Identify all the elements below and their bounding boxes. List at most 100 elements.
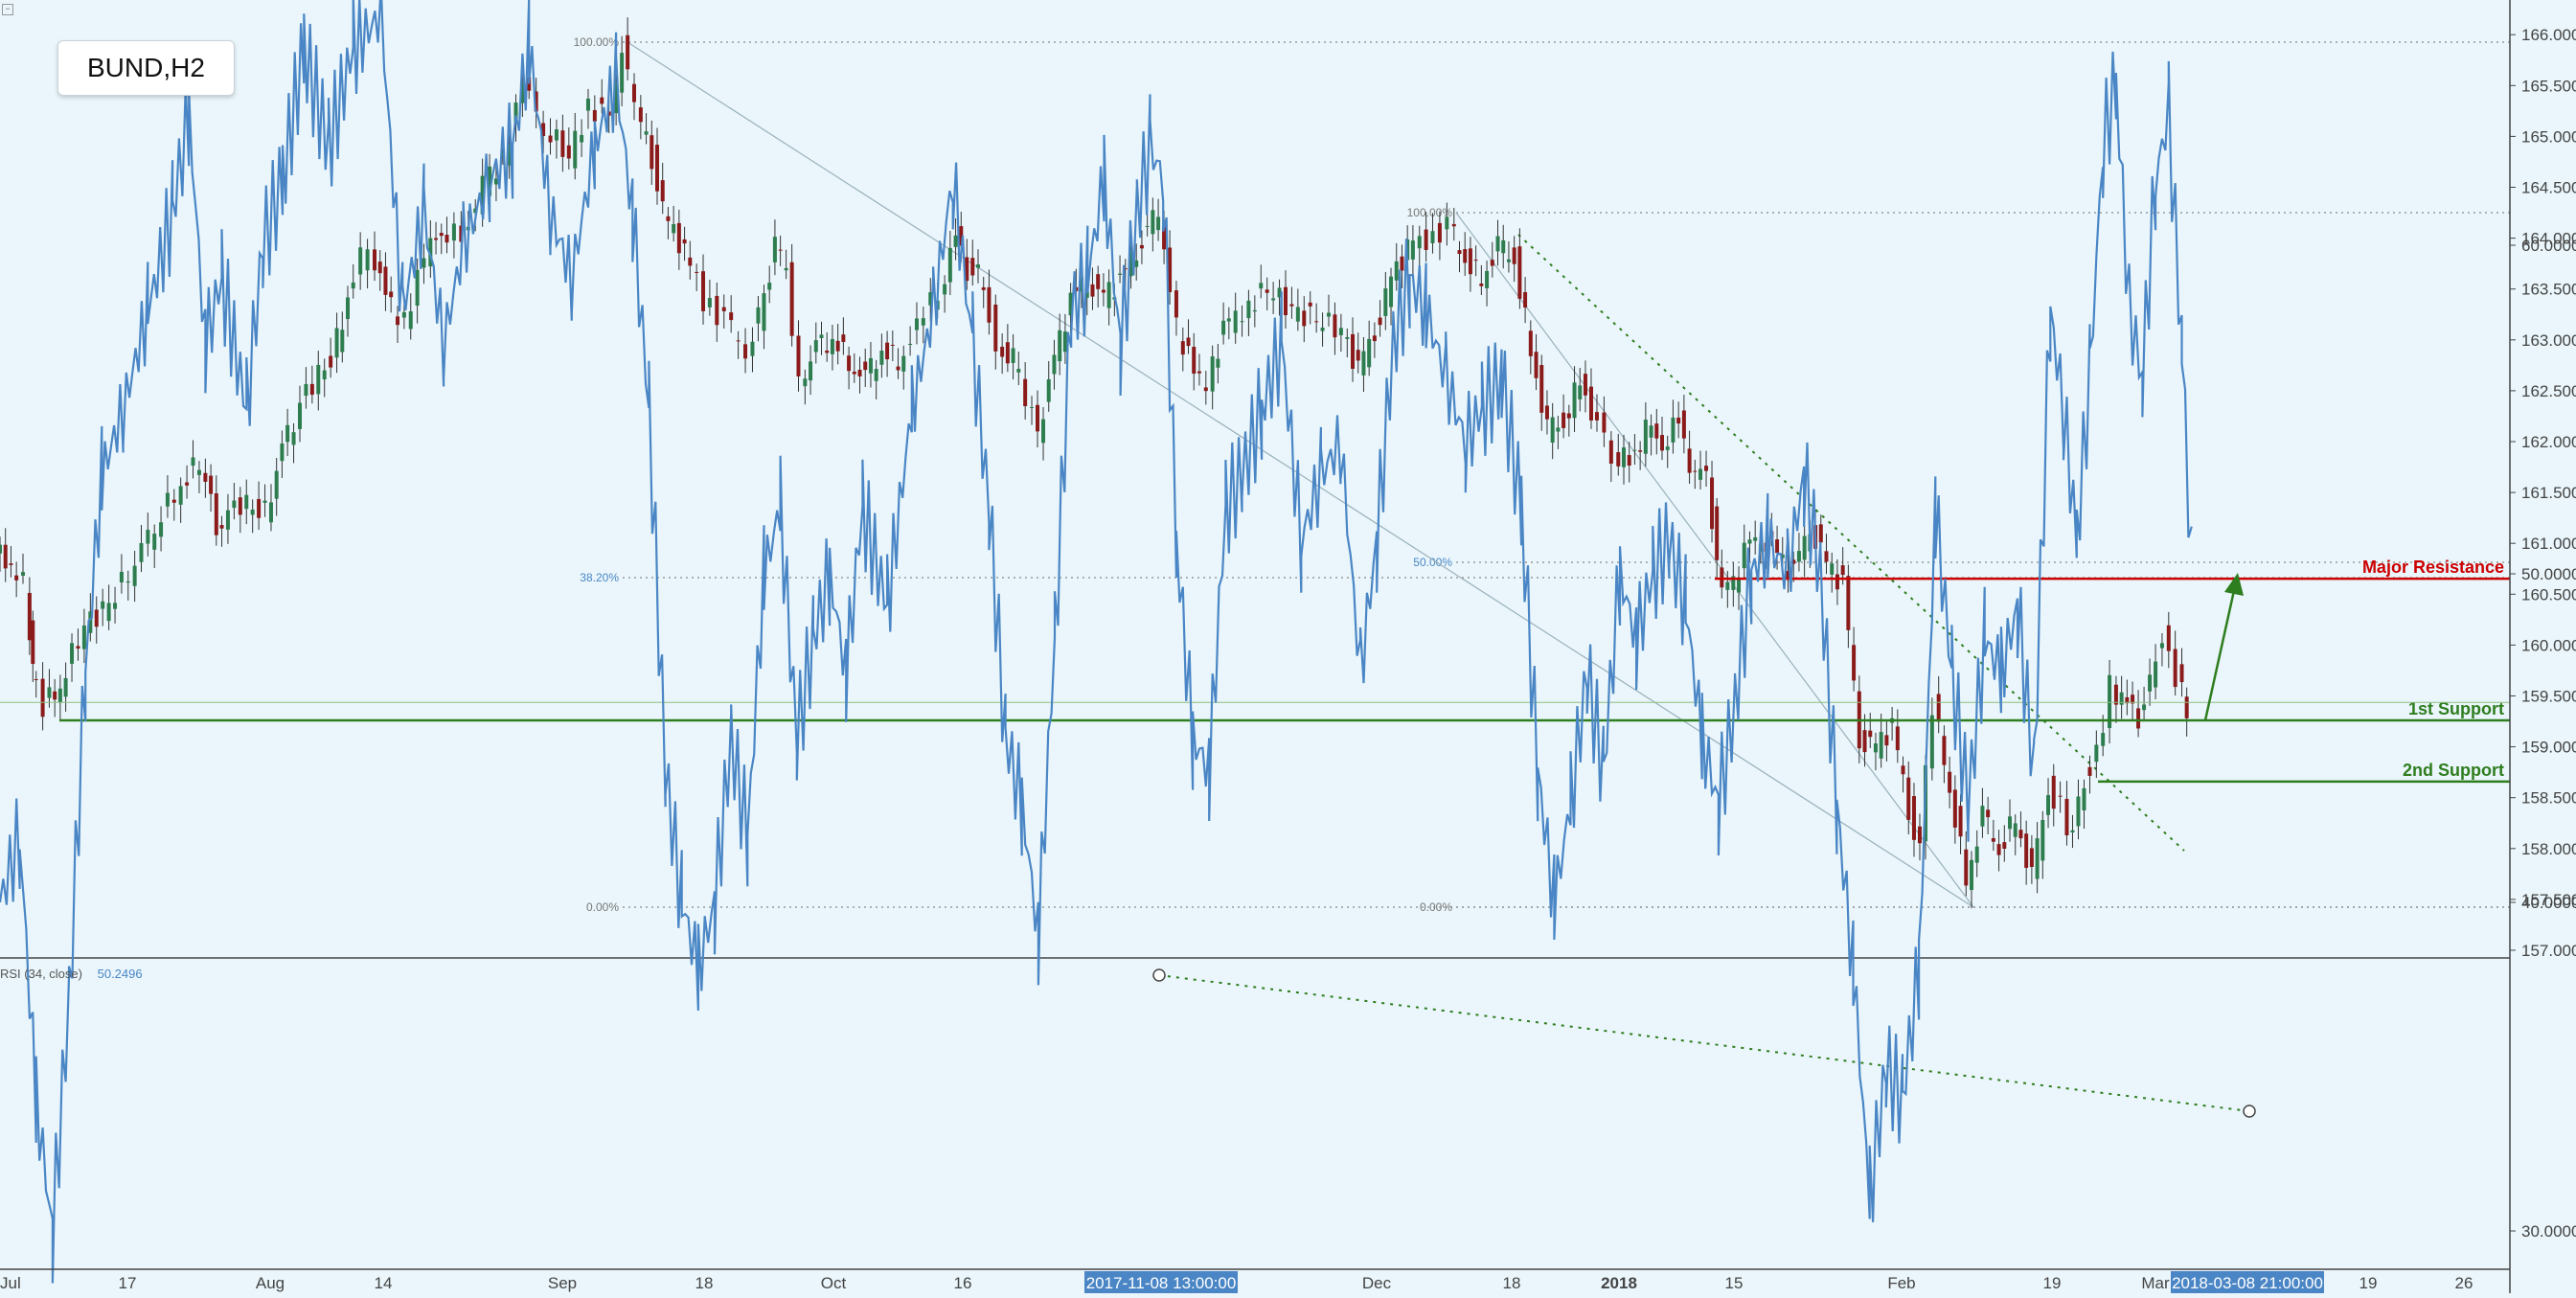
candle-body	[660, 180, 665, 202]
candle-body	[70, 643, 75, 664]
candle-body	[631, 83, 636, 102]
candle-body	[548, 135, 553, 143]
price-axis-bg	[2510, 0, 2576, 1293]
candle-body	[650, 135, 654, 170]
rsi-legend-value: 50.2496	[97, 967, 143, 981]
candle-body	[1868, 730, 1873, 738]
candle-body	[415, 269, 420, 307]
candle-body	[592, 109, 597, 122]
candle-body	[262, 500, 267, 503]
candle-body	[1550, 417, 1555, 443]
candle-body	[1473, 260, 1478, 262]
candle-body	[885, 342, 890, 360]
candle-body	[1367, 338, 1372, 368]
candle-body	[1594, 412, 1599, 421]
time-tick-label: 15	[1725, 1274, 1744, 1292]
candle-body	[682, 239, 687, 244]
candle-body	[1693, 470, 1698, 472]
candle-body	[743, 344, 748, 359]
candle-body	[1742, 542, 1746, 569]
fib-level-label: 38.20%	[580, 571, 619, 584]
symbol-label[interactable]: BUND,H2	[57, 40, 235, 96]
candle-body	[573, 130, 578, 169]
candle-body	[1660, 435, 1665, 451]
candle-body	[244, 494, 249, 510]
fib-level-label: 50.00%	[1413, 556, 1452, 569]
rsi-trend-line	[1158, 974, 2250, 1112]
candle-body	[159, 522, 164, 537]
candle-body	[225, 510, 230, 530]
candle-body	[334, 328, 339, 358]
candle-body	[1005, 342, 1010, 364]
support-resistance-levels: Major Resistance160.6521st Support159.26…	[0, 558, 2576, 792]
candle-body	[1996, 844, 2001, 855]
candle-body	[580, 134, 584, 143]
candle-body	[1361, 351, 1366, 376]
candle-body	[81, 625, 86, 649]
candle-body	[947, 247, 952, 283]
candle-body	[1246, 300, 1251, 319]
candle-body	[1394, 261, 1399, 281]
candle-body	[819, 334, 824, 338]
candle-body	[1796, 551, 1801, 562]
candle-body	[1879, 732, 1883, 759]
collapse-icon[interactable]: −	[2, 4, 13, 15]
price-tick-label: 161.500	[2521, 484, 2576, 502]
candle-body	[1134, 260, 1139, 267]
candle-body	[1430, 231, 1435, 243]
time-highlight-label: 2017-11-08 13:00:00	[1086, 1274, 1237, 1292]
candle-body	[534, 91, 538, 112]
candle-body	[2166, 625, 2171, 651]
candle-body	[2013, 823, 2017, 837]
candle-body	[1643, 420, 1648, 454]
candle-body	[1277, 287, 1282, 298]
candle-body	[191, 457, 195, 467]
candle-body	[1970, 859, 1973, 891]
candle-body	[1566, 413, 1571, 419]
candle-body	[2070, 830, 2075, 833]
candle-body	[1895, 726, 1900, 751]
candle-body	[1016, 369, 1021, 373]
candle-body	[1952, 789, 1957, 828]
candle-body	[500, 151, 505, 157]
candle-body	[439, 233, 444, 237]
candle-body	[1410, 240, 1415, 260]
candle-body	[2076, 796, 2081, 827]
candle-body	[2113, 684, 2118, 705]
candle-body	[2029, 848, 2034, 868]
candle-body	[106, 603, 111, 622]
candle-body	[196, 469, 201, 475]
candle-body	[346, 297, 351, 320]
candle-body	[1180, 341, 1185, 355]
candle-body	[31, 620, 35, 665]
candle-body	[1265, 289, 1269, 293]
candle-body	[329, 355, 333, 368]
candle-body	[560, 130, 565, 157]
candle-body	[1731, 576, 1736, 590]
candle-body	[2159, 643, 2164, 649]
candle-body	[365, 249, 370, 271]
candle-body	[1830, 563, 1835, 575]
candle-body	[1649, 425, 1653, 438]
candle-body	[27, 592, 32, 641]
candle-body	[1490, 260, 1494, 266]
price-tick-label: 164.500	[2521, 179, 2576, 197]
candle-body	[2008, 816, 2013, 830]
candle-body	[1302, 310, 1307, 327]
candle-body	[2184, 696, 2189, 718]
candle-body	[2148, 674, 2153, 692]
candle-body	[1372, 335, 1377, 342]
candle-body	[1528, 330, 1533, 356]
candle-body	[1846, 576, 1851, 630]
candle-body	[445, 235, 449, 243]
candle-body	[809, 361, 813, 381]
candle-body	[2082, 787, 2086, 810]
candle-body	[655, 145, 659, 192]
candle-body	[1068, 292, 1073, 316]
rsi-legend: RSI (34, close) 50.2496	[0, 967, 143, 981]
time-tick-label: 18	[1503, 1274, 1521, 1292]
